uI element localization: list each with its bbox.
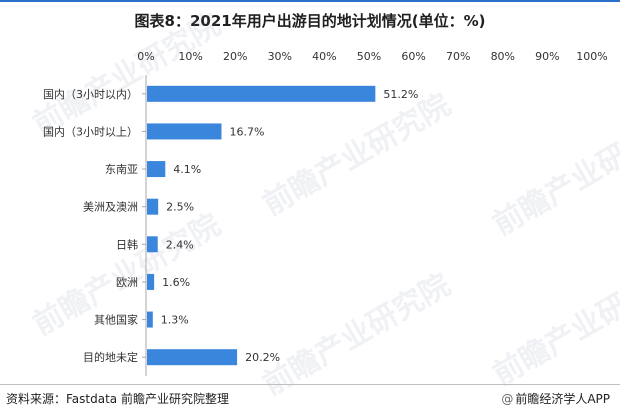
category-label: 目的地未定 [83,350,138,364]
x-tick-label: 80% [491,50,515,63]
category-label: 国内（3小时以内） [43,87,138,101]
category-label: 国内（3小时以上） [43,124,138,138]
x-tick-label: 90% [535,50,559,63]
bar [147,85,376,102]
brand-mark-icon: @ [501,392,514,406]
footer-divider [0,384,620,385]
brand-credit: @ 前瞻经济学人APP [501,390,610,407]
bar [147,161,166,178]
category-label: 欧洲 [116,276,138,289]
data-label: 51.2% [383,88,418,101]
bar [147,236,158,253]
category-label: 其他国家 [94,313,138,327]
bar [147,198,159,215]
x-tick-label: 50% [357,50,381,63]
bar [147,273,155,290]
category-label: 日韩 [116,237,138,251]
data-label: 2.5% [166,201,194,214]
category-label: 美洲及澳洲 [83,201,138,214]
x-tick-label: 40% [312,50,336,63]
x-tick-label: 70% [446,50,470,63]
bar [147,349,238,366]
title-rule [0,0,620,2]
x-tick-label: 10% [178,50,202,63]
source-note: 资料来源：Fastdata 前瞻产业研究院整理 [6,392,229,406]
x-tick-label: 20% [223,50,247,63]
x-tick-label: 100% [576,50,607,63]
data-label: 1.6% [162,276,190,289]
bar [147,123,222,140]
data-label: 2.4% [166,238,194,251]
x-tick-label: 30% [268,50,292,63]
x-tick-label: 0% [137,50,154,63]
data-label: 4.1% [173,163,201,176]
bar-chart: 0% 10% 20% 30% 40% 50% 60% 70% 80% 90% 100% 国内（3小时以… [43,50,608,376]
x-tick-label: 60% [401,50,425,63]
category-label: 东南亚 [105,163,138,176]
brand-name: 前瞻经济学人APP [515,392,610,406]
chart-title: 图表8：2021年用户出游目的地计划情况(单位：%) [134,12,486,30]
data-label: 1.3% [161,314,189,327]
data-label: 20.2% [245,351,280,364]
bar [147,311,153,328]
data-label: 16.7% [229,125,264,138]
